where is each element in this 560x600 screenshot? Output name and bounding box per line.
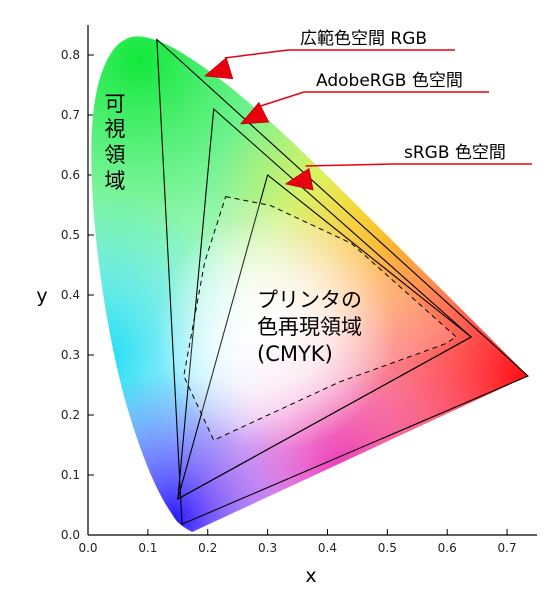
cmyk-label-line: (CMYK) <box>257 342 333 366</box>
y-axis-title: y <box>36 285 47 307</box>
y-tick-label: 0.3 <box>61 348 80 362</box>
gamut-triangle <box>156 38 530 526</box>
gamut-callout-label: sRGB 色空間 <box>404 143 506 163</box>
gamut-callouts: 広範色空間 RGB AdobeRGB 色空間 sRGB 色空間 <box>204 29 532 191</box>
y-tick-label: 0.6 <box>61 168 80 182</box>
callout-leader-line <box>305 163 532 167</box>
y-tick-label: 0.8 <box>61 48 80 62</box>
x-tick-label: 0.3 <box>258 541 277 555</box>
gamut-callout-label: AdobeRGB 色空間 <box>316 71 463 91</box>
x-tick-label: 0.6 <box>438 541 457 555</box>
y-axis-ticks: 0.0 0.1 0.2 0.3 0.4 0.5 0.6 0.7 0.8 <box>61 48 94 542</box>
visible-region-char: 領 <box>105 143 126 167</box>
axes: 0.0 0.1 0.2 0.3 0.4 0.5 0.6 0.7 0.0 0.1 0.2 0.3 0.4… <box>36 25 537 587</box>
x-tick-label: 0.4 <box>318 541 337 555</box>
gamut-triangle <box>176 174 473 501</box>
x-tick-label: 0.0 <box>78 541 97 555</box>
y-tick-label: 0.7 <box>61 108 80 122</box>
gamut-callout-label: 広範色空間 RGB <box>300 29 427 49</box>
x-tick-label: 0.1 <box>138 541 157 555</box>
visible-region-char: 域 <box>105 169 126 193</box>
y-tick-label: 0.4 <box>61 288 80 302</box>
callout-leader-line <box>260 91 489 107</box>
y-tick-label: 0.5 <box>61 228 80 242</box>
callout-arrow <box>204 57 234 80</box>
cmyk-gamut-region <box>183 196 458 441</box>
x-axis-title: x <box>305 565 316 587</box>
y-tick-label: 0.1 <box>61 468 80 482</box>
visible-region-char: 可 <box>105 92 126 116</box>
visible-region-label: 可 視 領 域 <box>105 92 126 193</box>
callout-leader-line <box>224 49 455 59</box>
y-tick-label: 0.0 <box>61 528 80 542</box>
callout-arrow <box>239 101 270 125</box>
x-axis-ticks: 0.0 0.1 0.2 0.3 0.4 0.5 0.6 0.7 <box>78 529 517 555</box>
x-tick-label: 0.7 <box>498 541 517 555</box>
cmyk-label-line: 色再現領域 <box>257 315 362 339</box>
x-tick-label: 0.2 <box>198 541 217 555</box>
x-tick-label: 0.5 <box>378 541 397 555</box>
visible-region-char: 視 <box>105 117 126 141</box>
cmyk-region-label: プリンタの 色再現領域 (CMYK) <box>257 288 362 366</box>
y-tick-label: 0.2 <box>61 408 80 422</box>
cmyk-dashed-outline <box>183 196 458 441</box>
callout-arrow <box>284 167 314 191</box>
cmyk-label-line: プリンタの <box>257 288 362 312</box>
gamut-triangles <box>156 38 530 526</box>
